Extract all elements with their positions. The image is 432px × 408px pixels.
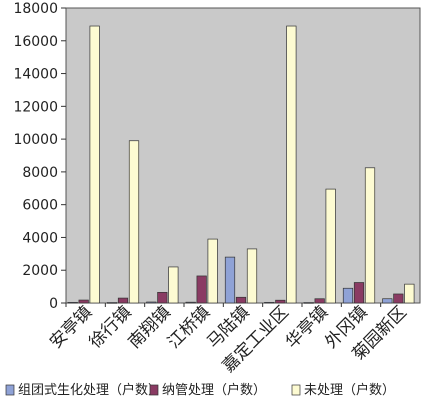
legend-label: 未处理（户数） (304, 382, 395, 398)
y-tick-label: 2000 (22, 263, 58, 279)
bar-1-安亭镇 (67, 301, 78, 304)
bar-2-嘉定工业区 (275, 299, 286, 304)
bar-2-华亭镇 (314, 298, 325, 304)
bar-3-江桥镇 (207, 238, 218, 304)
legend-swatch (5, 384, 15, 396)
bar-2-马陆镇 (235, 296, 247, 304)
legend-swatch (149, 384, 159, 396)
bar-2-江桥镇 (196, 275, 207, 304)
bar-3-外冈镇 (364, 167, 376, 304)
bar-2-菊园新区 (393, 293, 404, 304)
bar-1-南翔镇 (146, 301, 157, 304)
bar-3-嘉定工业区 (286, 25, 297, 304)
bar-3-安亭镇 (89, 25, 100, 304)
bar-1-嘉定工业区 (264, 301, 275, 304)
bar-3-马陆镇 (246, 248, 258, 304)
category-label: 华亭镇 (282, 302, 332, 352)
bar-3-菊园新区 (404, 283, 415, 304)
bar-1-徐行镇 (106, 302, 118, 304)
plot-area (65, 7, 421, 304)
y-tick-label: 4000 (22, 230, 58, 246)
bar-2-徐行镇 (117, 297, 129, 304)
y-tick-label: 16000 (13, 34, 58, 50)
bar-2-外冈镇 (353, 282, 365, 304)
bar-1-华亭镇 (303, 302, 314, 304)
bar-2-安亭镇 (78, 299, 89, 304)
category-label: 江桥镇 (164, 302, 214, 352)
bar-2-南翔镇 (157, 291, 168, 304)
y-tick-label: 6000 (22, 198, 58, 214)
y-tick-label: 14000 (13, 67, 58, 83)
y-tick-label: 18000 (13, 1, 58, 17)
bar-3-南翔镇 (168, 266, 179, 304)
y-tick-label: 10000 (13, 132, 58, 148)
bar-1-马陆镇 (224, 256, 236, 304)
legend-label: 组团式生化处理（户数） (18, 382, 161, 398)
bar-3-徐行镇 (128, 140, 140, 304)
y-tick-label: 0 (49, 296, 58, 312)
legend-label: 纳管处理（户数） (162, 382, 266, 398)
legend-swatch (291, 384, 301, 396)
bar-1-江桥镇 (185, 301, 196, 304)
bar-1-外冈镇 (342, 287, 354, 304)
bar-3-华亭镇 (325, 188, 336, 304)
category-label: 南翔镇 (125, 302, 175, 352)
y-tick-label: 8000 (22, 165, 58, 181)
category-label: 徐行镇 (85, 302, 135, 352)
bar-1-菊园新区 (382, 298, 393, 304)
y-tick-label: 12000 (13, 99, 58, 115)
